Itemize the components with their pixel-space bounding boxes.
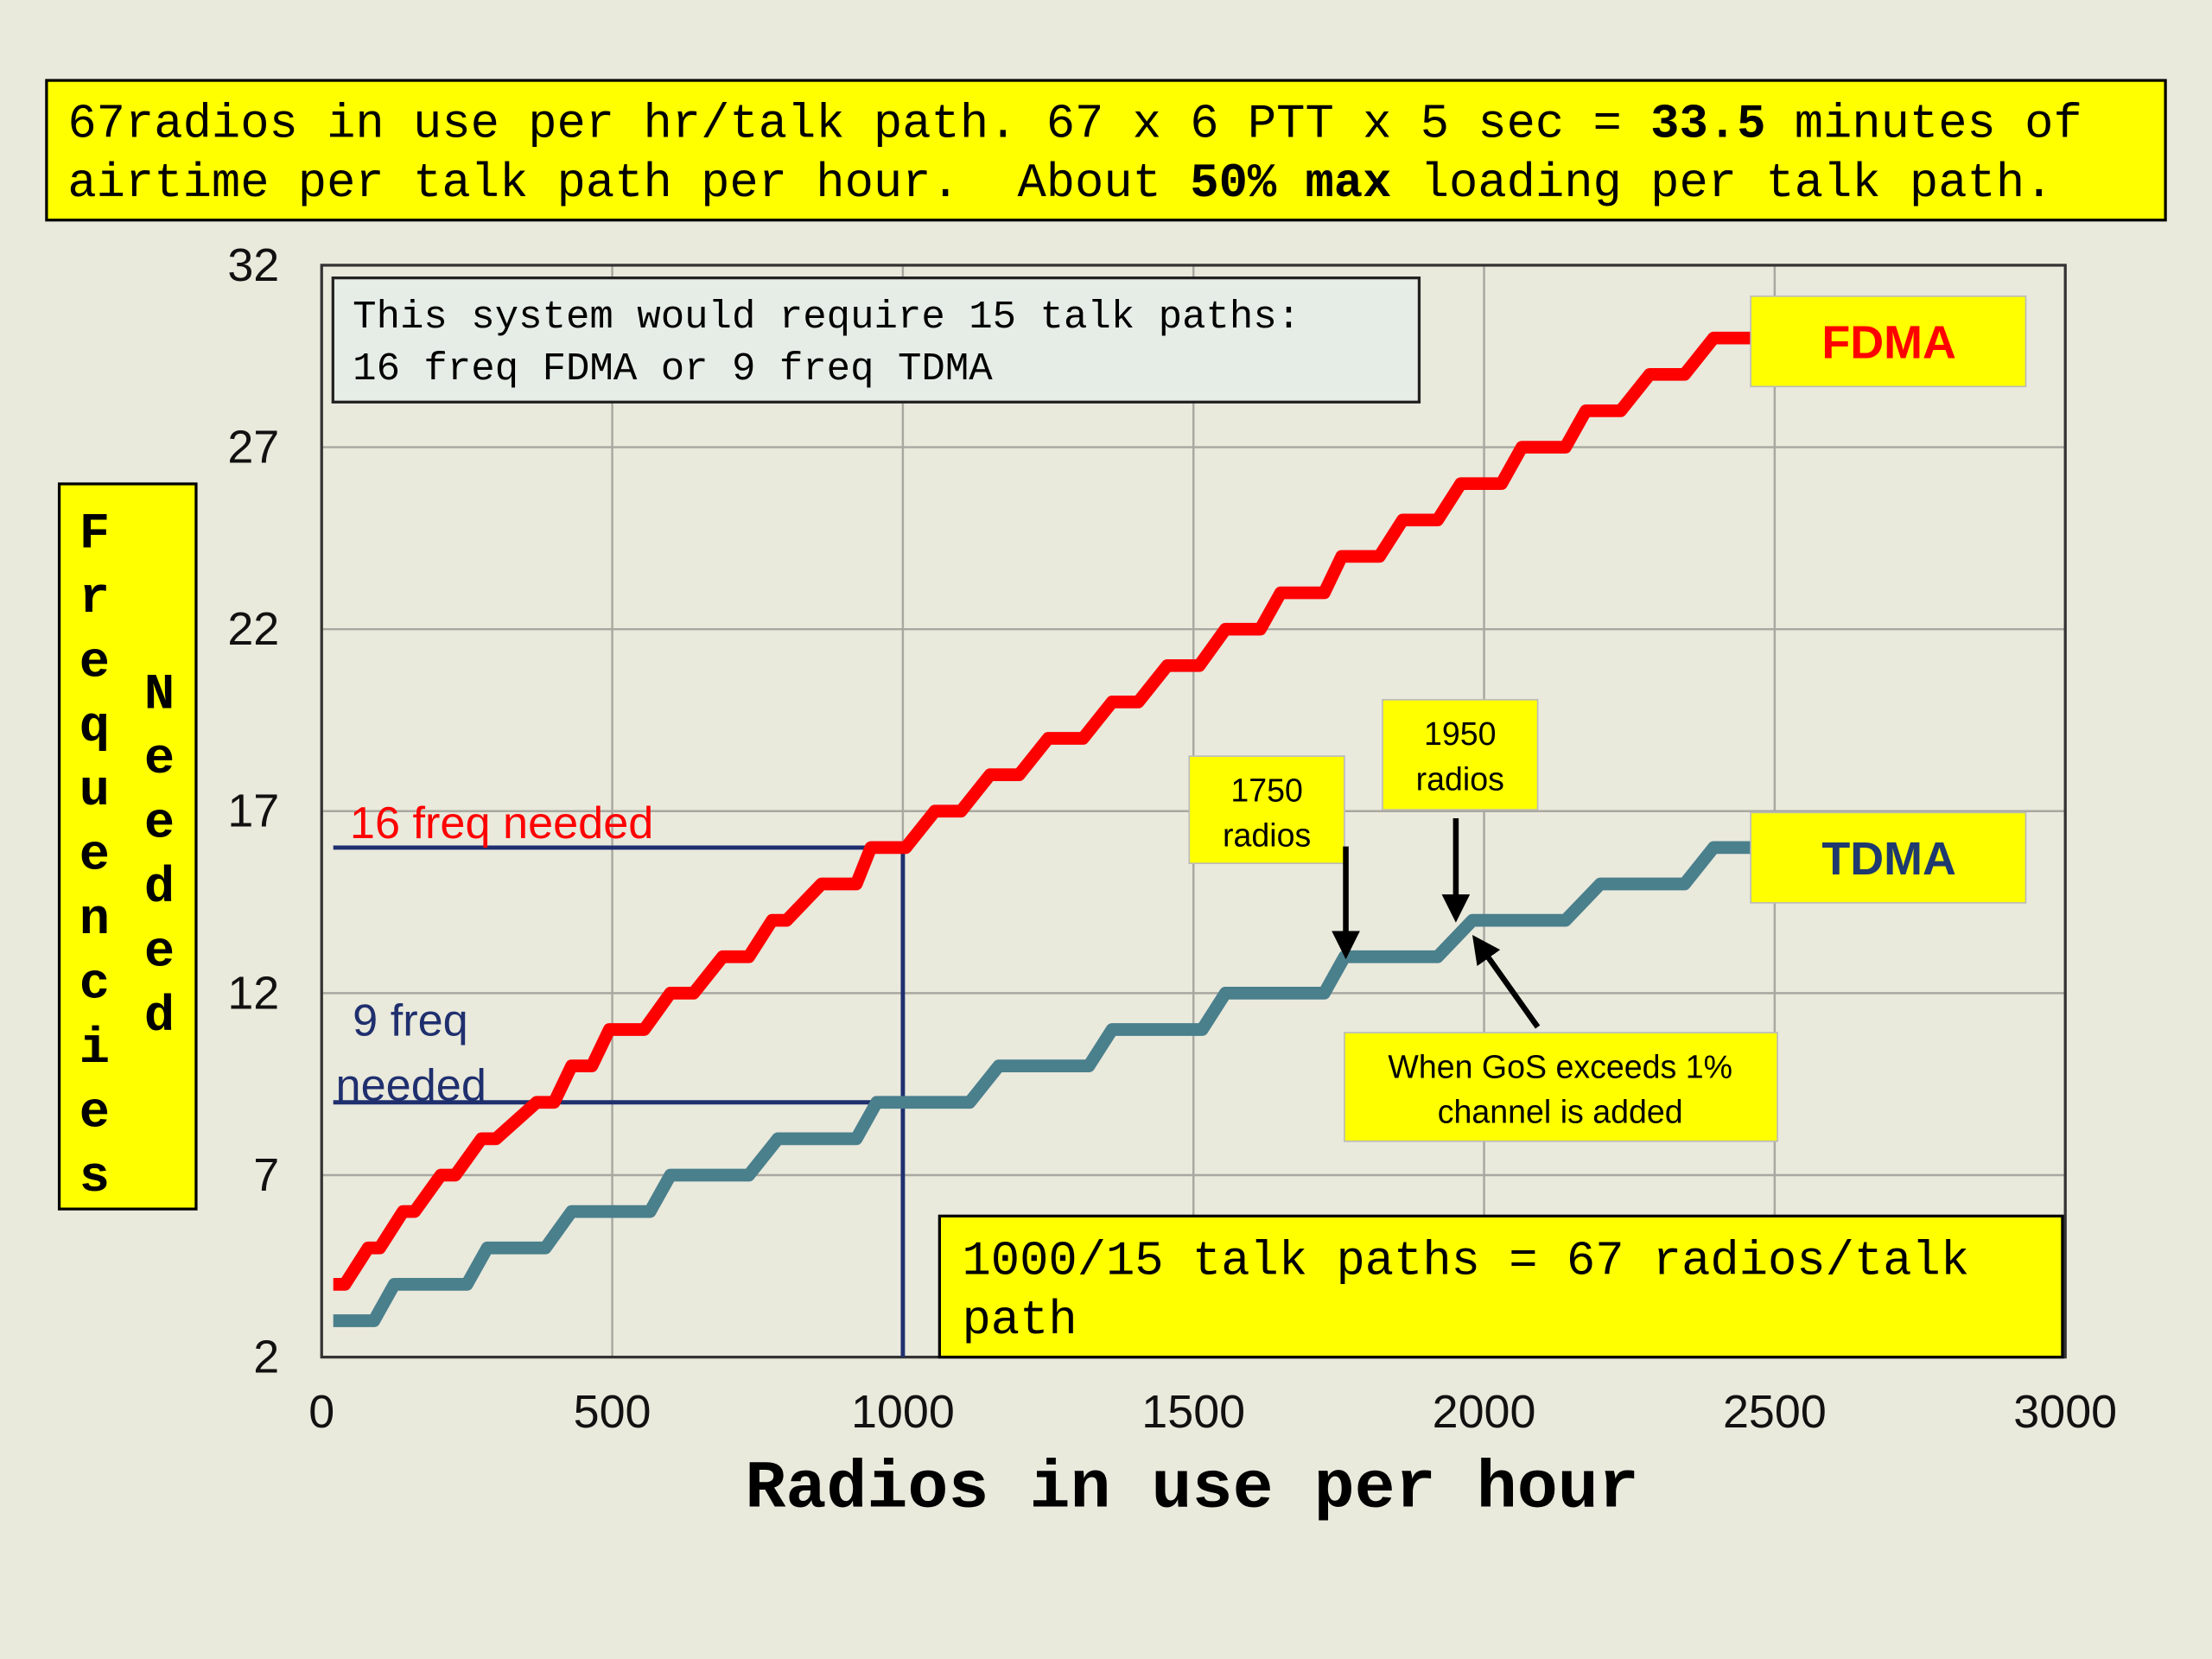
callout-text: channel is added [1438, 1094, 1683, 1130]
callout-text: 1750 [1230, 772, 1303, 808]
header-run: 67radios in use per hr/talk path. 67 x 6… [67, 97, 1650, 151]
header: 67radios in use per hr/talk path. 67 x 6… [67, 97, 2082, 211]
y-tick-label: 27 [227, 422, 279, 474]
header-box [45, 79, 2167, 222]
y-tick-label: 32 [227, 239, 279, 291]
tdma-needed-label: 9 freq [353, 995, 468, 1046]
header-run: 33.5 [1650, 97, 1765, 151]
header-line: 67radios in use per hr/talk path. 67 x 6… [67, 97, 2082, 151]
legend-label: TDMA [1821, 833, 1956, 885]
x-tick-label: 500 [574, 1386, 652, 1438]
series-line [333, 331, 1758, 1291]
header-run: 50% max [1190, 156, 1391, 211]
y-label-box [57, 482, 198, 1211]
callout-text: radios [1223, 817, 1311, 854]
x-tick-label: 2000 [1433, 1386, 1536, 1438]
system-text: 16 freq FDMA or 9 freq TDMA [353, 346, 993, 391]
legend-box [1750, 811, 2027, 904]
header-run: minutes of [1765, 97, 2082, 151]
system-box [331, 276, 1421, 404]
x-tick-label: 0 [308, 1386, 334, 1438]
y-tick-label: 17 [227, 785, 279, 837]
x-axis-label: Radios in use per hour [745, 1451, 1639, 1528]
lines [333, 331, 1758, 1357]
tdma-needed-label: needed [336, 1060, 486, 1110]
x-tick-label: 1500 [1141, 1386, 1245, 1438]
header-run: airtime per talk path per hour. About [67, 156, 1190, 211]
callout-box [1188, 755, 1345, 864]
callout-text: radios [1416, 760, 1504, 797]
callout-text: When GoS exceeds 1% [1388, 1048, 1732, 1084]
y-tick-label: 22 [227, 603, 279, 655]
legend-box [1750, 296, 2027, 388]
header-run: loading per talk path. [1391, 156, 2053, 211]
series-line [333, 841, 1758, 1327]
talk-paths-text: 1000/15 talk paths = 67 radios/talk [962, 1234, 1969, 1288]
callout-box [1344, 1032, 1778, 1142]
callout-box [1382, 698, 1539, 810]
system-text: This system would require 15 talk paths: [353, 295, 1300, 340]
fdma-needed-label: 16 freq needed [350, 798, 653, 849]
callout-text: 1950 [1424, 715, 1497, 752]
header-line: airtime per talk path per hour. About 50… [67, 156, 2053, 211]
x-tick-label: 2500 [1723, 1386, 1827, 1438]
y-tick-label: 7 [253, 1149, 279, 1201]
y-tick-label: 12 [227, 967, 279, 1019]
y-tick-label: 2 [253, 1332, 279, 1383]
x-tick-label: 1000 [851, 1386, 955, 1438]
arrow [1471, 935, 1541, 1029]
talk-paths-box [938, 1214, 2064, 1359]
x-tick-label: 3000 [2013, 1386, 2117, 1438]
talk-paths-text: path [962, 1294, 1077, 1348]
legend-label: FDMA [1821, 317, 1956, 369]
